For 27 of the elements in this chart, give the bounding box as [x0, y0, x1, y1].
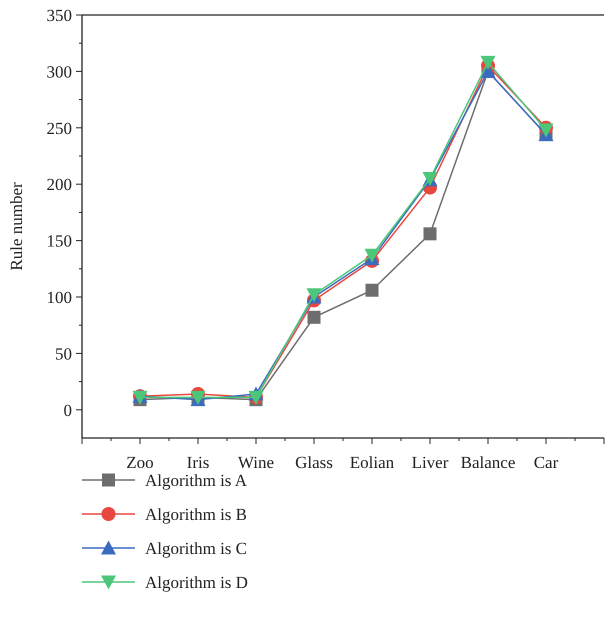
- legend-label: Algorithm is C: [145, 538, 248, 558]
- point: [308, 310, 320, 324]
- x-tick-label: Liver: [412, 453, 449, 472]
- x-tick-label: Balance: [460, 453, 516, 472]
- y-tick-label: 250: [46, 118, 72, 138]
- y-tick-label: 350: [46, 6, 72, 25]
- x-tick-label: Car: [534, 453, 559, 472]
- y-tick-label: 50: [55, 344, 72, 364]
- point: [424, 227, 436, 240]
- y-axis-title: Rule number: [7, 182, 26, 271]
- point: [538, 124, 554, 138]
- y-tick-label: 0: [64, 400, 72, 420]
- x-tick-label: Eolian: [350, 453, 395, 472]
- legend-label: Algorithm is B: [145, 504, 248, 524]
- y-tick-label: 200: [46, 175, 72, 194]
- x-tick-label: Glass: [295, 453, 333, 472]
- y-tick-label: 100: [46, 288, 72, 307]
- x-tick-label: Iris: [186, 453, 210, 472]
- y-tick-label: 150: [46, 232, 72, 251]
- legend-label: Algorithm is A: [145, 470, 248, 490]
- point: [364, 248, 380, 263]
- x-tick-label: Wine: [238, 453, 274, 472]
- y-tick-label: 300: [46, 62, 72, 82]
- x-tick-label: Zoo: [126, 453, 154, 472]
- legend-label: Algorithm is D: [145, 572, 248, 592]
- point: [366, 284, 378, 297]
- point: [480, 56, 496, 70]
